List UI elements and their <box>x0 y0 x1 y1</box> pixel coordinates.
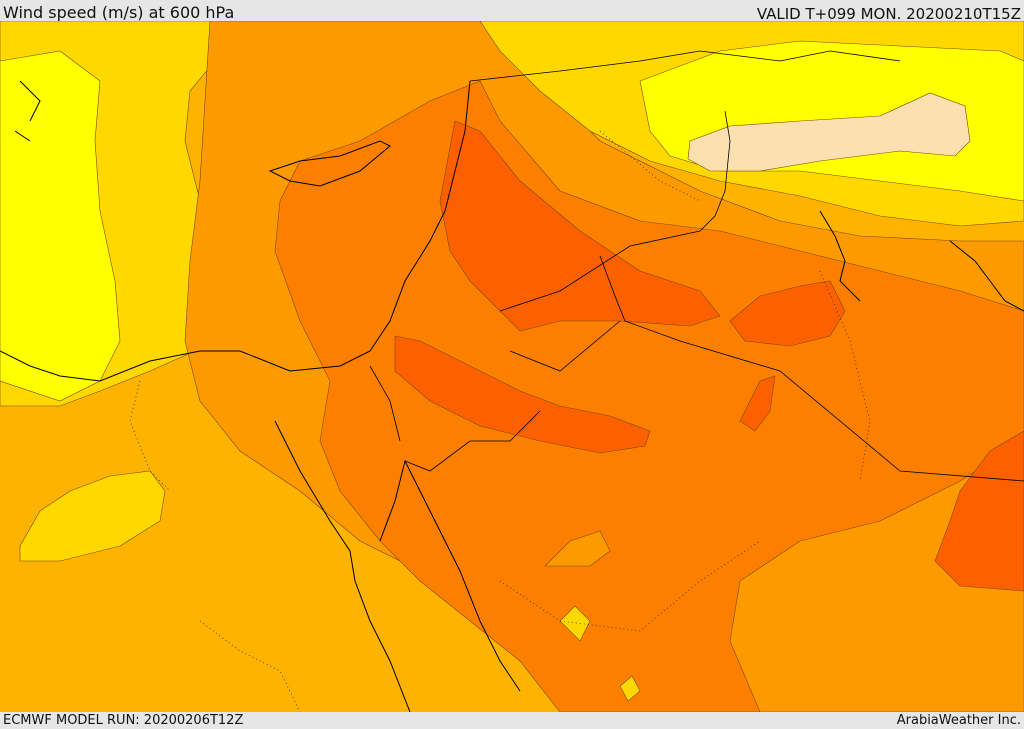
valid-time: VALID T+099 MON. 20200210T15Z <box>756 5 1021 23</box>
map-canvas <box>0 21 1024 712</box>
header-bar: Wind speed (m/s) at 600 hPa VALID T+099 … <box>0 0 1024 23</box>
field-orange-patch-1 <box>544 530 611 567</box>
terrain-contours <box>129 130 871 712</box>
field-red-orange-north <box>439 120 721 332</box>
field-red-orange-iraq <box>729 280 846 347</box>
model-run-label: ECMWF MODEL RUN: 20200206T12Z <box>3 713 244 728</box>
coastlines <box>0 80 1024 712</box>
country-borders <box>369 50 1024 482</box>
field-pale-core <box>687 92 971 172</box>
field-red-orange-jordan <box>394 335 651 454</box>
wind-speed-map <box>0 21 1024 712</box>
field-yellow-west <box>0 50 121 402</box>
field-gold-patch-1 <box>559 605 591 642</box>
field-red-orange-gulf <box>934 430 1024 592</box>
field-gold-patch-2 <box>619 675 641 702</box>
field-gold-southwest <box>19 470 166 562</box>
credit-label: ArabiaWeather Inc. <box>896 713 1021 728</box>
field-red-orange-blob <box>739 375 776 432</box>
map-title: Wind speed (m/s) at 600 hPa <box>3 3 235 22</box>
footer-bar: ECMWF MODEL RUN: 20200206T12Z ArabiaWeat… <box>0 712 1024 729</box>
